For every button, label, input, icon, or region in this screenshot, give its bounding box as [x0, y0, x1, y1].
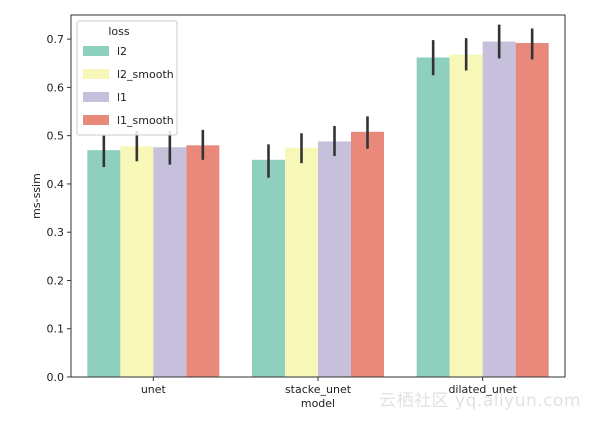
legend-swatch-l1	[83, 92, 109, 102]
legend-label-l1: l1	[117, 91, 127, 104]
bar-l1-stacke_unet	[318, 141, 351, 377]
watermark: 云栖社区 yq.aliyun.com	[379, 391, 581, 411]
bar-l1_smooth-unet	[186, 145, 220, 377]
y-axis-label: ms-ssim	[30, 173, 43, 219]
bar-l1_smooth-stacke_unet	[351, 131, 384, 377]
y-tick-label: 0.4	[47, 178, 65, 191]
bars-layer	[87, 41, 549, 378]
error-bars-layer	[102, 24, 534, 178]
legend: loss l2 l2_smooth l1 l1_smooth	[76, 20, 178, 136]
bar-l1_smooth-dilated_unet	[515, 42, 549, 378]
x-axis-label: model	[301, 397, 335, 410]
y-tick-label: 0.5	[47, 130, 65, 143]
y-tick-label: 0.7	[47, 33, 65, 46]
y-tick-label: 0.2	[47, 274, 65, 287]
legend-label-l2_smooth: l2_smooth	[117, 68, 174, 81]
bar-l2_smooth-dilated_unet	[449, 54, 483, 377]
legend-title: loss	[108, 25, 130, 38]
x-tick-label: unet	[141, 383, 167, 396]
bar-l2-stacke_unet	[252, 159, 285, 377]
y-axis: 0.0 0.1 0.2 0.3 0.4 0.5 0.6 0.7	[47, 33, 71, 384]
y-tick-label: 0.1	[47, 323, 65, 336]
legend-swatch-l2	[83, 46, 109, 56]
y-tick-label: 0.6	[47, 81, 65, 94]
legend-label-l1_smooth: l1_smooth	[117, 114, 174, 127]
bar-l2-unet	[87, 150, 121, 377]
bar-l1-unet	[153, 147, 187, 377]
bar-l2_smooth-stacke_unet	[285, 147, 318, 377]
x-axis: unet stacke_unet dilated_unet	[141, 377, 518, 396]
bar-l1-dilated_unet	[482, 41, 516, 378]
bar-l2_smooth-unet	[120, 146, 154, 377]
legend-swatch-l1_smooth	[83, 115, 109, 125]
y-tick-label: 0.3	[47, 226, 65, 239]
x-tick-label: dilated_unet	[448, 383, 517, 396]
bar-l2-dilated_unet	[416, 57, 450, 377]
legend-label-l2: l2	[117, 45, 127, 58]
x-tick-label: stacke_unet	[285, 383, 352, 396]
y-tick-label: 0.0	[47, 371, 65, 384]
legend-items: l2 l2_smooth l1 l1_smooth	[83, 45, 174, 127]
legend-swatch-l2_smooth	[83, 69, 109, 79]
